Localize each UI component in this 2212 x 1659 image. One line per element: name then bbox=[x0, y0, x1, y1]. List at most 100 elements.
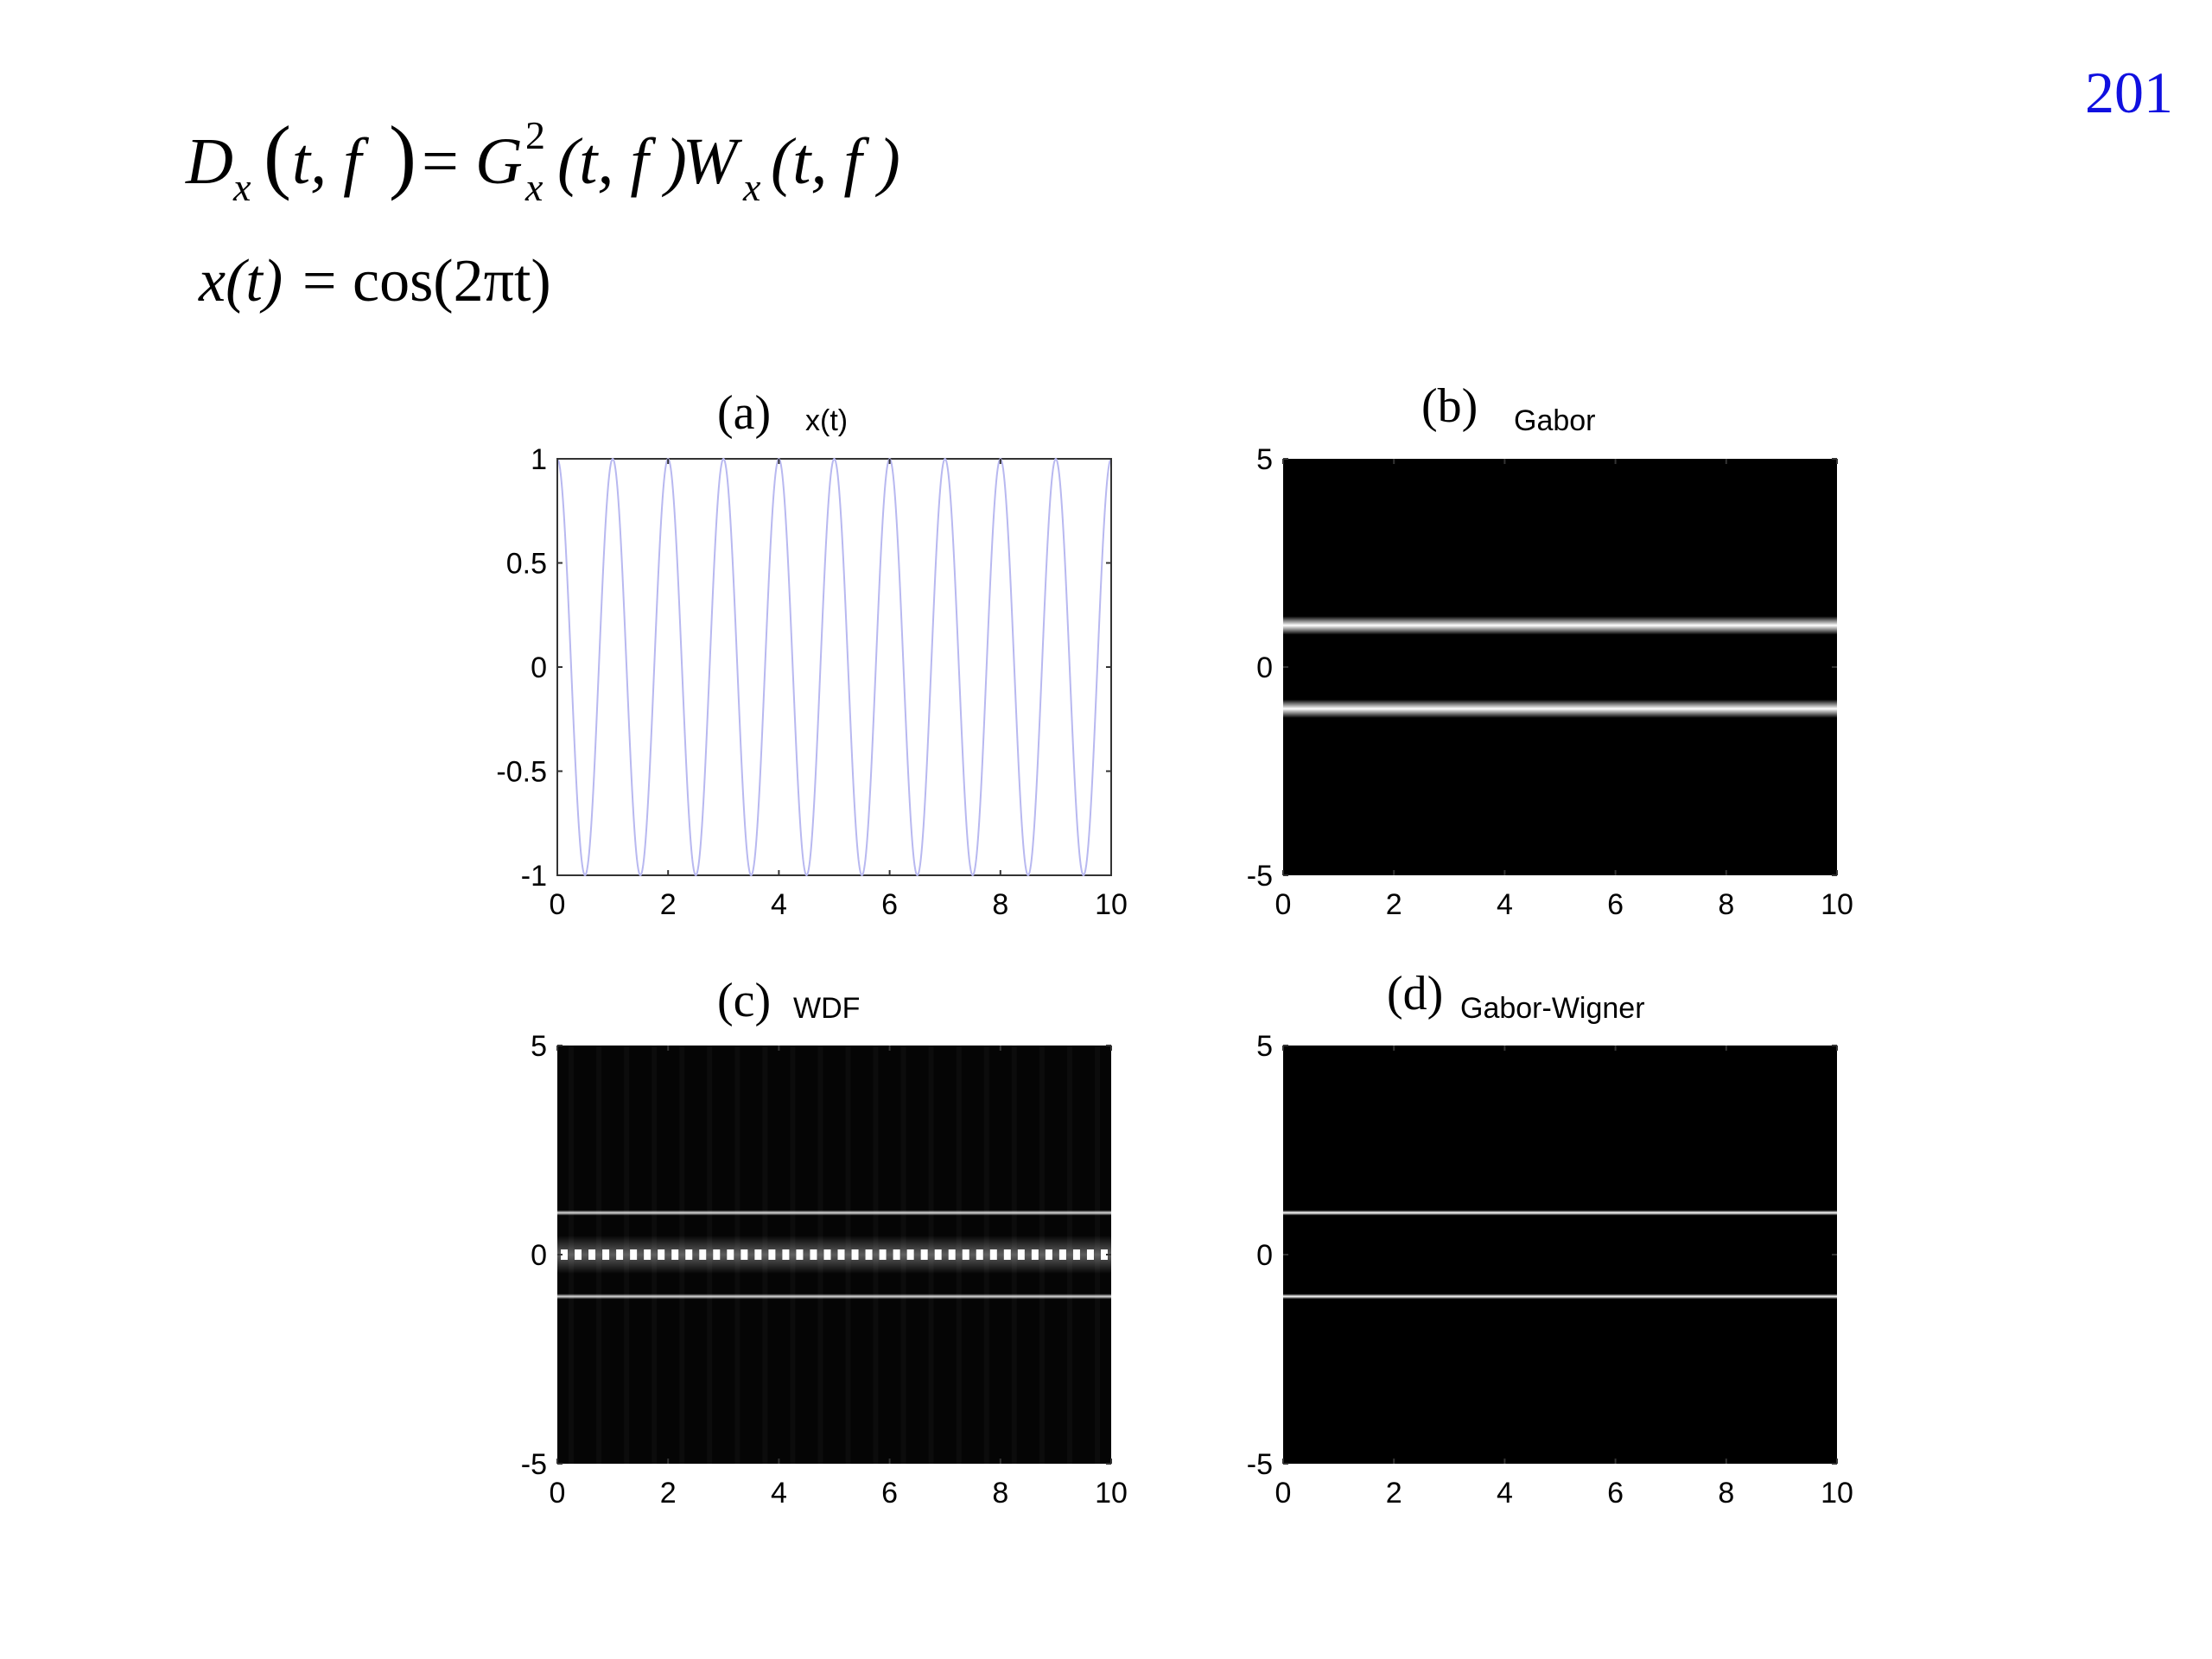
band bbox=[1283, 1294, 1837, 1300]
panel-a-plot-area bbox=[556, 458, 1112, 876]
x-tick-label: 6 bbox=[881, 888, 898, 921]
panel-b: (b) Gabor 0 2 4 6 8 10 50-5 bbox=[1247, 379, 1853, 921]
interference-stripe bbox=[1067, 1046, 1072, 1464]
signal-equals: = bbox=[302, 248, 336, 315]
cross-term-dot bbox=[837, 1249, 845, 1260]
cross-term-dot bbox=[879, 1249, 887, 1260]
x-tick-label: 0 bbox=[1275, 1477, 1292, 1510]
eq-w-args: (t, f ) bbox=[771, 125, 900, 198]
cross-term-dot bbox=[1086, 1249, 1094, 1260]
eq-g-args: (t, f ) bbox=[557, 125, 687, 198]
y-tick-label: -5 bbox=[1247, 860, 1273, 893]
band bbox=[557, 1210, 1111, 1216]
cross-term-dot bbox=[727, 1249, 734, 1260]
interference-stripe bbox=[734, 1046, 740, 1464]
x-tick-label: 4 bbox=[771, 1477, 787, 1510]
interference-stripe bbox=[901, 1046, 906, 1464]
x-tick-label: 0 bbox=[1275, 888, 1292, 921]
interference-stripe bbox=[624, 1046, 629, 1464]
y-tick-label: -5 bbox=[521, 1448, 547, 1481]
y-tick-label: 0.5 bbox=[506, 548, 547, 581]
cross-term-dot bbox=[906, 1249, 914, 1260]
x-tick-label: 6 bbox=[1607, 888, 1624, 921]
cross-term-dot bbox=[616, 1249, 624, 1260]
panel-c-label: (c) bbox=[717, 974, 771, 1027]
eq-paren-open: ( bbox=[264, 109, 291, 201]
cross-term-dot bbox=[768, 1249, 776, 1260]
cross-term-dot bbox=[962, 1249, 969, 1260]
y-tick-label: 0 bbox=[1256, 1239, 1273, 1272]
interference-stripe bbox=[1012, 1046, 1017, 1464]
panel-a: (a) x(t) 0 2 4 6 8 10 1 0.5 0 -0.5 -1 bbox=[496, 386, 1128, 921]
panel-c-title: WDF bbox=[793, 992, 860, 1025]
interference-stripe bbox=[596, 1046, 601, 1464]
x-tick-label: 2 bbox=[660, 1477, 677, 1510]
x-tick-label: 0 bbox=[550, 888, 566, 921]
x-tick-label: 8 bbox=[992, 888, 1008, 921]
cross-term-glow bbox=[557, 1236, 1111, 1274]
signal-rhs: cos(2πt) bbox=[353, 248, 551, 315]
eq-g-sub: x bbox=[524, 165, 543, 209]
cross-term-dot bbox=[575, 1249, 582, 1260]
interference-stripe bbox=[790, 1046, 795, 1464]
panel-d-title: Gabor-Wigner bbox=[1460, 992, 1645, 1025]
cross-term-dot bbox=[671, 1249, 679, 1260]
interference-stripe bbox=[846, 1046, 851, 1464]
interference-stripe bbox=[957, 1046, 962, 1464]
x-tick-label: 8 bbox=[1718, 888, 1734, 921]
band bbox=[1283, 616, 1837, 635]
x-tick-label: 2 bbox=[1386, 1477, 1402, 1510]
cross-term-dot bbox=[989, 1249, 997, 1260]
x-tick-label: 0 bbox=[550, 1477, 566, 1510]
y-tick-label: 0 bbox=[531, 1239, 547, 1272]
x-tick-label: 2 bbox=[660, 888, 677, 921]
y-tick-label: -0.5 bbox=[496, 756, 547, 789]
interference-stripe bbox=[679, 1046, 684, 1464]
interference-stripe bbox=[874, 1046, 879, 1464]
cross-term-dot bbox=[644, 1249, 652, 1260]
x-tick-label: 6 bbox=[881, 1477, 898, 1510]
panel-b-title: Gabor bbox=[1514, 404, 1596, 437]
x-tick-label: 4 bbox=[771, 888, 787, 921]
panel-b-label: (b) bbox=[1421, 379, 1478, 433]
eq-equals: = bbox=[422, 125, 459, 198]
x-tick-label: 4 bbox=[1497, 1477, 1513, 1510]
interference-stripe bbox=[984, 1046, 989, 1464]
y-tick-label: 5 bbox=[531, 1030, 547, 1063]
cross-term-dot bbox=[588, 1249, 596, 1260]
interference-stripe bbox=[707, 1046, 712, 1464]
interference-stripe bbox=[1039, 1046, 1045, 1464]
x-tick-label: 10 bbox=[1095, 1477, 1128, 1510]
cross-term-dot bbox=[685, 1249, 693, 1260]
cross-term-dot bbox=[934, 1249, 942, 1260]
cross-term-dot bbox=[893, 1249, 900, 1260]
cross-term-dot bbox=[602, 1249, 610, 1260]
cross-term-dot bbox=[699, 1249, 707, 1260]
y-tick-label: -5 bbox=[1247, 1448, 1273, 1481]
x-tick-label: 6 bbox=[1607, 1477, 1624, 1510]
signal-equation: x(t) = cos(2πt) bbox=[198, 248, 551, 315]
panel-d: (d) Gabor-Wigner 0 2 4 6 8 10 50-5 bbox=[1247, 967, 1853, 1510]
x-tick-label: 8 bbox=[992, 1477, 1008, 1510]
cross-term-dot bbox=[865, 1249, 873, 1260]
x-tick-label: 8 bbox=[1718, 1477, 1734, 1510]
cross-term-dot bbox=[630, 1249, 638, 1260]
cross-term-dot bbox=[561, 1249, 569, 1260]
cross-term-dot bbox=[1003, 1249, 1011, 1260]
cross-term-dot bbox=[796, 1249, 804, 1260]
eq-lhs-args: t, f bbox=[292, 125, 369, 198]
cross-term-dot bbox=[810, 1249, 817, 1260]
cross-term-dot bbox=[713, 1249, 721, 1260]
interference-stripe bbox=[762, 1046, 767, 1464]
cross-term-dot bbox=[782, 1249, 790, 1260]
interference-stripe bbox=[1095, 1046, 1100, 1464]
x-tick-label: 10 bbox=[1821, 1477, 1853, 1510]
page-number: 201 bbox=[2085, 60, 2173, 125]
main-equation: D x ( t, f ) = G 2 x (t, f ) W x (t, f ) bbox=[185, 109, 900, 209]
x-tick-label: 2 bbox=[1386, 888, 1402, 921]
cross-term-dot bbox=[1017, 1249, 1025, 1260]
interference-stripe bbox=[817, 1046, 823, 1464]
cross-term-dot bbox=[658, 1249, 665, 1260]
cross-term-dot bbox=[1045, 1249, 1052, 1260]
